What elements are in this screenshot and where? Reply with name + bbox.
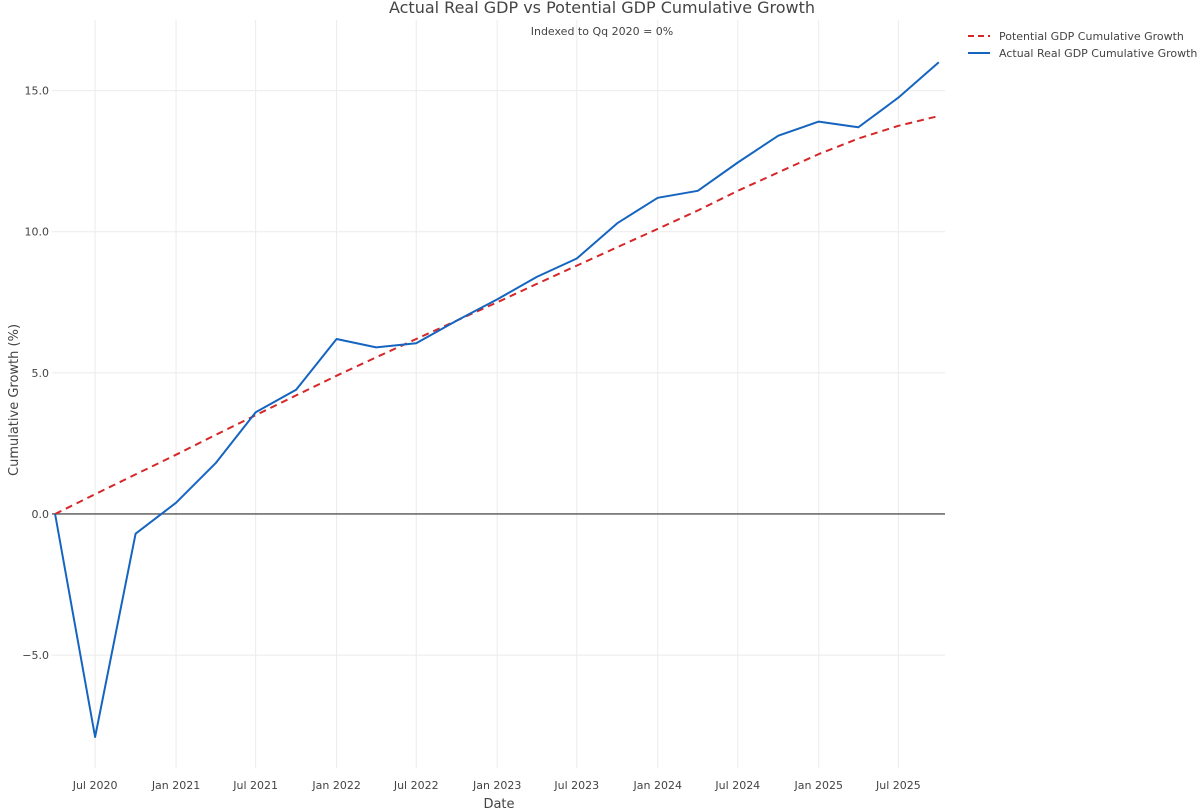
y-tick-label: 10.0 [25,226,50,239]
chart-title: Actual Real GDP vs Potential GDP Cumulat… [389,0,815,17]
legend-label-actual: Actual Real GDP Cumulative Growth [999,47,1197,60]
x-tick-label: Jan 2025 [794,779,843,792]
legend: Potential GDP Cumulative Growth Actual R… [968,30,1197,60]
y-tick-label: 5.0 [32,367,50,380]
x-axis-title: Date [483,797,514,812]
x-tick-label: Jan 2021 [151,779,200,792]
y-axis-title: Cumulative Growth (%) [7,324,22,476]
x-tick-label: Jul 2025 [875,779,921,792]
series-line-1[interactable] [54,61,940,738]
x-axis-ticks: Jul 2020 Jan 2021 Jul 2021 Jan 2022 Jul 2022… [72,779,921,792]
x-tick-label: Jan 2023 [472,779,521,792]
series-lines [54,61,940,738]
legend-item-potential[interactable]: Potential GDP Cumulative Growth [968,30,1184,43]
grid [52,20,945,768]
x-tick-label: Jul 2024 [714,779,760,792]
y-axis-ticks: −5.0 0.0 5.0 10.0 15.0 [22,85,49,663]
y-tick-label: 15.0 [25,85,50,98]
x-tick-label: Jan 2024 [633,779,682,792]
legend-label-potential: Potential GDP Cumulative Growth [999,30,1184,43]
x-tick-label: Jul 2022 [393,779,439,792]
x-tick-label: Jan 2022 [311,779,360,792]
legend-item-actual[interactable]: Actual Real GDP Cumulative Growth [968,47,1197,60]
x-tick-label: Jul 2021 [232,779,278,792]
chart-subtitle: Indexed to Qq 2020 = 0% [531,25,674,38]
x-tick-label: Jul 2023 [553,779,599,792]
y-tick-label: −5.0 [22,649,49,662]
y-tick-label: 0.0 [32,508,50,521]
x-tick-label: Jul 2020 [72,779,118,792]
